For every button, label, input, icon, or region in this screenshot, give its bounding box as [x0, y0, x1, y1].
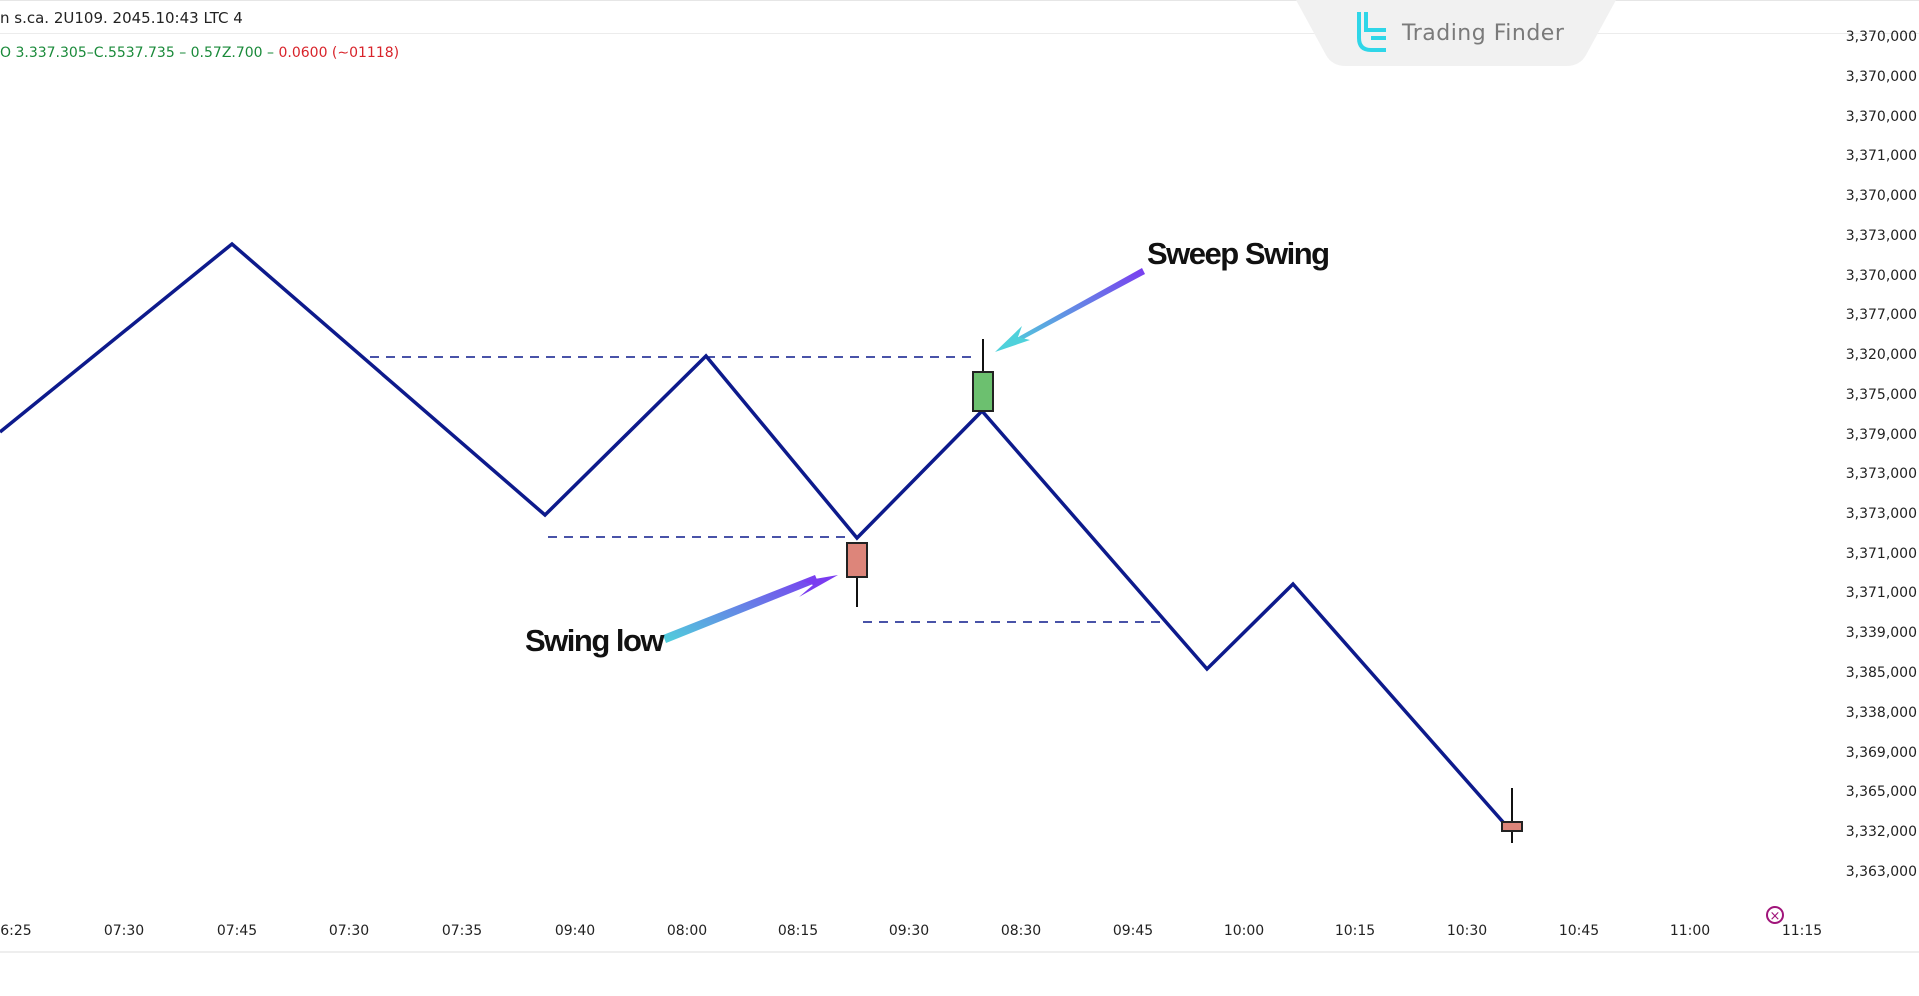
- close-marker-icon[interactable]: ×: [1766, 906, 1784, 924]
- time-tick-label: 07:30: [328, 923, 370, 939]
- sweep-arrow-icon: [995, 268, 1145, 352]
- symbol-title: n s.ca. 2U109. 2045.10:43 LTC 4: [0, 9, 243, 27]
- swing-low-candle: [846, 542, 868, 607]
- price-axis[interactable]: 3,370,000 3,370,000 3,370,000 3,371,000 3,37…: [1835, 0, 1919, 940]
- time-tick-label: 08:15: [777, 923, 819, 939]
- time-tick-label: 11:15: [1781, 923, 1823, 939]
- price-tick-label: 3,369,000: [1845, 745, 1917, 761]
- price-tick-label: 3,371,000: [1845, 546, 1917, 562]
- price-tick-label: 3,370,000: [1845, 188, 1917, 204]
- time-tick-label: 09:30: [888, 923, 930, 939]
- price-tick-label: 3,365,000: [1845, 784, 1917, 800]
- price-tick-label: 3,370,000: [1845, 109, 1917, 125]
- price-tick-label: 3,338,000: [1845, 705, 1917, 721]
- time-tick-label: 07:45: [216, 923, 258, 939]
- logo-text: Trading Finder: [1402, 21, 1565, 46]
- swing-low-arrow-icon: [663, 575, 838, 643]
- price-tick-label: 3,363,000: [1845, 864, 1917, 880]
- header-separator: [0, 33, 1919, 34]
- price-chart[interactable]: [0, 0, 1835, 915]
- price-tick-label: 3,371,000: [1845, 585, 1917, 601]
- time-tick-label: 09:40: [554, 923, 596, 939]
- price-tick-label: 3,379,000: [1845, 427, 1917, 443]
- ohlc-up-values: O 3.337.305–C.5537.735 – 0.57Z.700 –: [0, 45, 279, 61]
- price-tick-label: 3,370,000: [1845, 29, 1917, 45]
- price-tick-label: 3,320,000: [1845, 347, 1917, 363]
- time-tick-label: 09:45: [1112, 923, 1154, 939]
- time-tick-label: 10:30: [1446, 923, 1488, 939]
- ohlc-values: O 3.337.305–C.5537.735 – 0.57Z.700 – 0.0…: [0, 45, 399, 61]
- sweep-candle: [972, 339, 994, 412]
- price-tick-label: 3,377,000: [1845, 307, 1917, 323]
- price-tick-label: 3,332,000: [1845, 824, 1917, 840]
- time-tick-label: 10:15: [1334, 923, 1376, 939]
- time-axis[interactable]: 6:25 07:30 07:45 07:30 07:35 09:40 08:00 08:15 0…: [0, 915, 1919, 955]
- price-tick-label: 3,373,000: [1845, 466, 1917, 482]
- top-border: [0, 0, 1919, 1]
- time-tick-label: 08:00: [666, 923, 708, 939]
- price-tick-label: 3,370,000: [1845, 268, 1917, 284]
- time-tick-label: 08:30: [1000, 923, 1042, 939]
- last-candle: [1501, 788, 1523, 843]
- time-tick-label: 07:30: [103, 923, 145, 939]
- trading-finder-logo-icon: [1357, 12, 1386, 52]
- time-tick-label: 11:00: [1669, 923, 1711, 939]
- price-tick-label: 3,385,000: [1845, 665, 1917, 681]
- swing-zigzag-line: [0, 241, 1505, 824]
- bottom-separator: [0, 951, 1919, 953]
- swing-low-label: Swing low: [525, 623, 665, 658]
- price-tick-label: 3,371,000: [1845, 148, 1917, 164]
- price-tick-label: 3,370,000: [1845, 69, 1917, 85]
- price-tick-label: 3,339,000: [1845, 625, 1917, 641]
- ohlc-change: 0.0600 (∼01118): [278, 45, 400, 61]
- price-tick-label: 3,373,000: [1845, 506, 1917, 522]
- time-tick-label: 07:35: [441, 923, 483, 939]
- time-tick-label: 10:45: [1558, 923, 1600, 939]
- logo-tab: [1296, 0, 1616, 66]
- price-tick-label: 3,373,000: [1845, 228, 1917, 244]
- time-tick-label: 6:25: [0, 923, 32, 939]
- sweep-swing-label: Sweep Swing: [1147, 236, 1330, 271]
- price-tick-label: 3,375,000: [1845, 387, 1917, 403]
- level-lines: [370, 356, 1163, 623]
- time-tick-label: 10:00: [1223, 923, 1265, 939]
